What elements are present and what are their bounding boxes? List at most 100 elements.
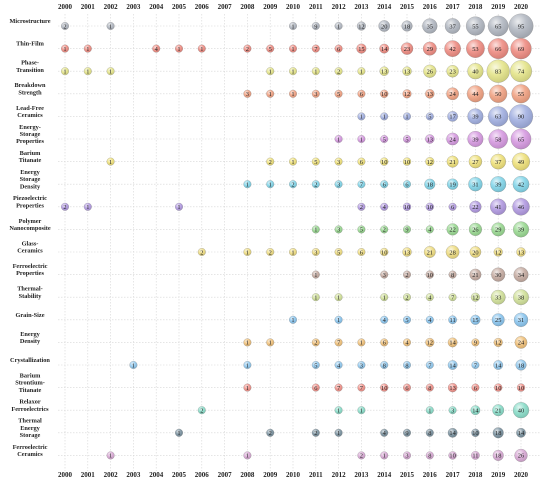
data-label: 40	[472, 69, 478, 76]
bubble-highlight	[312, 248, 320, 256]
bubble-point: 12	[493, 247, 503, 257]
bubble-point: 5	[380, 135, 389, 143]
year-tick-top-2015: 2015	[400, 3, 415, 11]
data-label: 1	[405, 114, 408, 121]
data-label: 3	[314, 249, 317, 256]
bubble-point: 1	[357, 135, 366, 143]
data-label: 39	[472, 136, 478, 143]
data-label: 90	[518, 114, 524, 121]
bubble-highlight	[488, 38, 509, 59]
bubble-highlight	[380, 293, 389, 302]
year-tick-top-2017: 2017	[446, 3, 461, 11]
data-label: 10	[427, 272, 433, 279]
year-tick-top-2008: 2008	[240, 3, 255, 11]
bubble-point: 1	[61, 67, 69, 76]
bubble-highlight	[243, 248, 252, 256]
bubble-highlight	[357, 383, 366, 392]
bubble-point: 1	[243, 383, 252, 392]
bubble-point: 1	[425, 406, 434, 415]
bubble-highlight	[513, 402, 529, 419]
bubble-highlight	[403, 383, 411, 392]
bubble-highlight	[468, 177, 483, 192]
bubble-point: 18	[401, 20, 413, 32]
data-label: 12	[495, 340, 501, 347]
bubble-highlight	[423, 41, 437, 56]
bubble-point: 6	[357, 157, 366, 166]
bubble-point: 12	[470, 292, 480, 302]
bubble-point: 1	[380, 112, 389, 121]
bubble-point: 2	[380, 225, 389, 234]
bubble-highlight	[380, 89, 389, 98]
bubble-highlight	[403, 225, 411, 234]
bubble-point: 11	[448, 315, 457, 325]
data-label: 10	[427, 204, 433, 211]
row-label: Relaxor Ferroelectrics	[11, 399, 49, 413]
bubble-highlight	[312, 225, 320, 234]
bubble-highlight	[334, 135, 343, 143]
data-label: 21	[472, 272, 478, 279]
data-label: 50	[495, 91, 501, 98]
bubble-highlight	[467, 85, 484, 103]
data-label: 13	[404, 69, 410, 76]
data-label: 2	[269, 159, 272, 166]
bubble-point: 2	[266, 248, 275, 256]
bubble-point: 2	[311, 180, 320, 189]
bubble-highlight	[266, 157, 275, 166]
data-label: 2	[337, 69, 340, 76]
bubble-highlight	[424, 246, 436, 258]
data-label: 24	[449, 91, 456, 98]
bubble-highlight	[426, 429, 434, 437]
bubble-highlight	[466, 16, 485, 36]
data-label: 13	[427, 136, 433, 143]
bubble-point: 49	[512, 152, 530, 171]
data-label: 1	[291, 249, 294, 256]
bubble-point: 6	[311, 383, 320, 392]
data-label: 3	[451, 408, 454, 415]
data-label: 10	[495, 385, 501, 392]
bubble-highlight	[508, 13, 534, 39]
bubble-point: 12	[425, 157, 435, 167]
bubble-point: 18	[492, 449, 504, 461]
bubble-point: 12	[356, 21, 366, 31]
bubble-point: 4	[380, 315, 389, 324]
data-label: 21	[427, 249, 433, 256]
data-label: 4	[155, 46, 159, 53]
row-label: Crystallization	[10, 357, 50, 364]
data-label: 5	[405, 317, 408, 324]
bubble-point: 7	[334, 338, 343, 347]
bubble-point: 14	[447, 337, 458, 348]
bubble-point: 39	[467, 108, 484, 125]
bubble-highlight	[175, 429, 183, 437]
bubble-point: 10	[471, 428, 480, 437]
bubble-highlight	[266, 90, 275, 98]
bubble-highlight	[514, 336, 528, 349]
bubble-point: 10	[380, 157, 389, 166]
data-label: 2	[291, 182, 294, 189]
bubble-highlight	[425, 270, 434, 279]
bubble-highlight	[403, 202, 411, 211]
bubble-highlight	[469, 200, 482, 213]
data-label: 1	[360, 114, 363, 121]
bubble-point: 4	[425, 293, 434, 302]
data-label: 24	[518, 340, 525, 347]
data-label: 2	[200, 408, 203, 415]
bubble-point: 14	[470, 405, 481, 416]
data-label: 6	[314, 385, 317, 392]
data-label: 37	[495, 159, 502, 166]
bubble-highlight	[334, 22, 343, 30]
data-label: 7	[314, 46, 318, 53]
bubble-point: 63	[488, 106, 509, 127]
data-label: 21	[449, 159, 455, 166]
bubble-highlight	[492, 427, 504, 439]
bubble-point: 3	[357, 361, 366, 369]
year-tick-bottom-2014: 2014	[377, 471, 392, 479]
row-label: Polymer Nanocomposite	[9, 218, 50, 232]
data-label: 10	[518, 385, 524, 392]
data-label: 6	[383, 182, 386, 189]
data-label: 4	[428, 295, 432, 302]
data-label: 40	[518, 408, 524, 415]
bubble-highlight	[106, 157, 115, 166]
bubble-point: 20	[378, 20, 390, 32]
bubble-highlight	[402, 89, 412, 99]
data-label: 1	[109, 69, 112, 76]
